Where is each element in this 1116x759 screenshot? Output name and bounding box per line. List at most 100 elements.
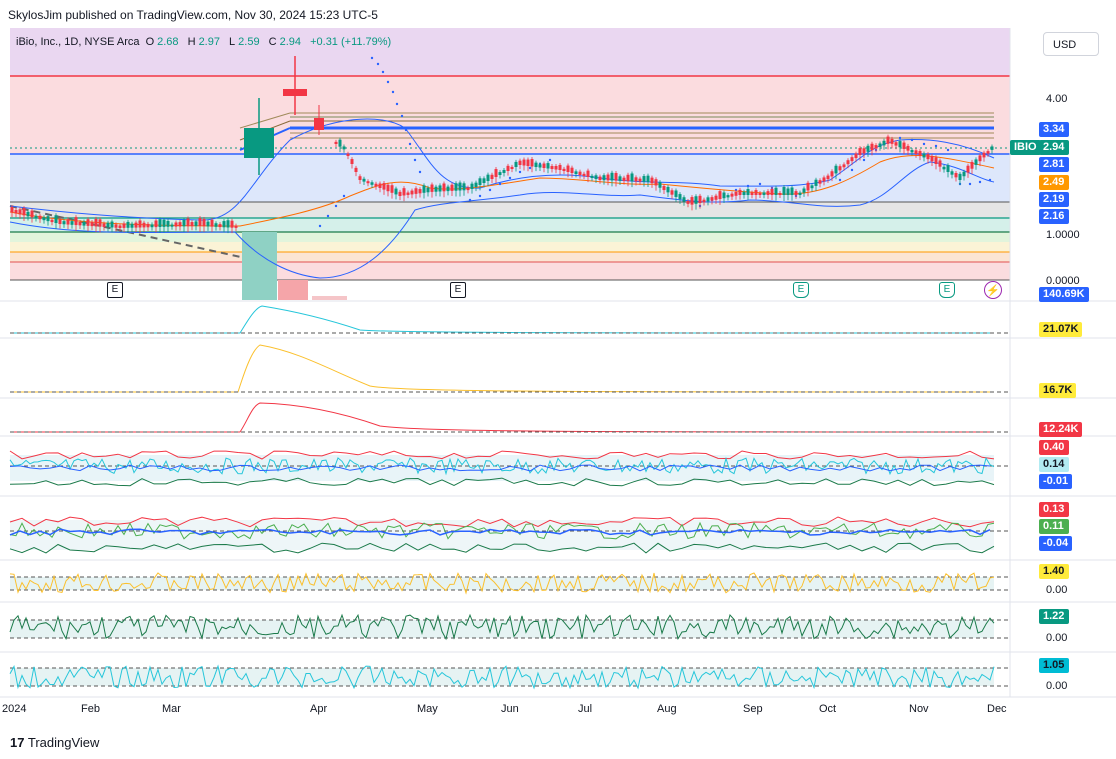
candle-body (786, 188, 790, 195)
x-tick-aug: Aug (657, 703, 677, 715)
earnings-badge-1[interactable]: E (107, 282, 123, 298)
candle-body (918, 151, 922, 156)
candle-body (458, 182, 462, 191)
candle-body (654, 179, 658, 186)
candle-body (958, 173, 962, 180)
candle-body (222, 221, 226, 228)
candle-body (370, 182, 374, 185)
candle-body (182, 219, 186, 227)
candle-body (974, 159, 978, 165)
candle-body (670, 190, 674, 195)
candle-body (346, 153, 350, 156)
candle-body (398, 191, 402, 196)
candle-body (558, 164, 562, 170)
candle-body (94, 218, 98, 227)
candle-body (662, 186, 666, 191)
axis-label-4: 4.00 (1046, 93, 1068, 105)
candle-body (814, 179, 818, 186)
candle-body (582, 173, 586, 176)
candle-body (830, 171, 834, 177)
tradingview-logo[interactable]: 17 TradingView (10, 735, 99, 750)
candle-body (498, 172, 502, 175)
candle-body (10, 207, 14, 213)
candle-body (678, 194, 682, 200)
candle-body (166, 220, 170, 227)
price-tag-2-16: 2.16 (1039, 209, 1069, 224)
candle-body (206, 221, 210, 227)
candle-body (386, 184, 390, 192)
candle-body (798, 192, 802, 195)
candle-body (38, 215, 42, 220)
candle-body (762, 192, 766, 195)
pane5-upper-band (9, 450, 995, 460)
candle-body (334, 141, 338, 144)
candle-body (570, 167, 574, 173)
x-tick-mar: Mar (162, 703, 181, 715)
pane-separators (0, 28, 1116, 698)
pane-tag-volume: 140.69K (1039, 287, 1089, 302)
pink-zone (10, 76, 1010, 154)
candle-body (110, 221, 114, 228)
candle-body (794, 191, 798, 195)
candle-body (354, 167, 358, 172)
candle-body (566, 165, 570, 172)
candle-body (214, 223, 218, 227)
candle-body (914, 150, 918, 155)
candle-body (618, 176, 622, 181)
candle-body (858, 148, 862, 155)
candle-body (578, 171, 582, 175)
x-tick-nov: Nov (909, 703, 929, 715)
candle-body (46, 216, 50, 222)
earnings-badge-4[interactable]: E (939, 282, 955, 298)
high-value: 2.97 (198, 36, 220, 48)
pane5-lower-band (9, 477, 995, 487)
bollinger-lower (9, 161, 995, 279)
price-tag-3-34: 3.34 (1039, 122, 1069, 137)
candle-body (742, 191, 746, 195)
candle-body (466, 187, 470, 191)
candle-body (694, 196, 698, 204)
candle-body (30, 210, 34, 218)
candle-body (690, 197, 694, 205)
symbol-name: iBio, Inc., 1D, NYSE Arca (16, 36, 140, 48)
candle-body (910, 149, 914, 153)
candle-body (710, 197, 714, 201)
candle-body (374, 183, 378, 187)
candle-body (666, 186, 670, 193)
candle-body (506, 165, 510, 171)
candle-body (450, 184, 454, 191)
candle-body (706, 197, 710, 202)
purple-zone (10, 28, 1010, 76)
candle-body (962, 171, 966, 177)
pane7-zero-label: 0.00 (1046, 584, 1068, 596)
candle-body (650, 177, 654, 184)
candle-body (658, 182, 662, 188)
candle-body (502, 169, 506, 173)
candle-body (358, 176, 362, 180)
change-value: +0.31 (+11.79%) (310, 36, 392, 48)
candle-body (510, 166, 514, 169)
pane9-zero-label: 0.00 (1046, 680, 1068, 692)
pane3-line (10, 344, 995, 393)
candle-body (366, 181, 370, 184)
candle-body (234, 225, 238, 228)
candle-body (882, 140, 886, 146)
candle-body (846, 160, 850, 165)
currency-button[interactable]: USD (1043, 32, 1099, 56)
candle-body (954, 173, 958, 178)
candle-body (606, 174, 610, 181)
candle-body (434, 186, 438, 192)
tv-logo-icon: 17 (10, 735, 25, 750)
flash-icon[interactable]: ⚡ (984, 281, 1002, 299)
candle-body (738, 189, 742, 195)
candle-body (586, 170, 590, 177)
candle-body (130, 223, 134, 228)
pane6-signal (9, 521, 995, 540)
earnings-badge-2[interactable]: E (450, 282, 466, 298)
x-tick-dec: Dec (987, 703, 1007, 715)
fib-lines (239, 112, 994, 151)
earnings-badge-3[interactable]: E (793, 282, 809, 298)
candle-body (714, 195, 718, 200)
red-zone (10, 262, 1010, 280)
